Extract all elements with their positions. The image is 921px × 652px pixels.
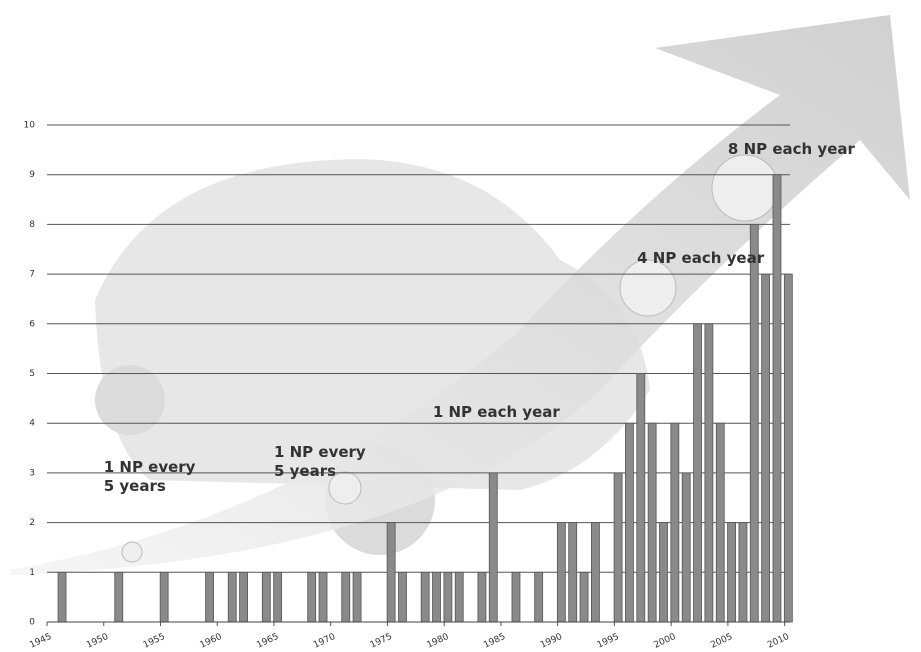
bar xyxy=(57,571,67,623)
bubble xyxy=(711,154,779,222)
bubble xyxy=(121,541,143,563)
bubble xyxy=(619,259,677,317)
bubble xyxy=(328,471,362,505)
x-tick-label: 1970 xyxy=(312,632,337,651)
bar xyxy=(693,323,702,623)
x-tick-label: 1965 xyxy=(255,632,280,651)
x-tick-label: 1985 xyxy=(482,632,507,651)
y-tick-label: 5 xyxy=(29,369,35,379)
y-tick-label: 7 xyxy=(29,270,35,280)
bar xyxy=(352,571,362,623)
y-tick-label: 2 xyxy=(29,518,35,528)
bar xyxy=(715,422,725,623)
x-tick-label: 1945 xyxy=(28,632,53,651)
bar xyxy=(386,522,396,623)
x-tick-label: 1980 xyxy=(426,632,451,651)
y-tick-label: 10 xyxy=(24,121,36,131)
bar xyxy=(511,571,521,623)
bar xyxy=(534,571,544,623)
bar xyxy=(239,571,248,623)
bar xyxy=(341,571,351,623)
bar xyxy=(681,472,691,623)
y-tick-label: 4 xyxy=(29,419,35,429)
bar xyxy=(659,522,668,623)
bar xyxy=(613,472,623,623)
bar xyxy=(749,223,759,623)
bar xyxy=(227,571,237,623)
bar xyxy=(454,571,464,623)
x-tick-label: 1950 xyxy=(85,632,110,651)
x-tick-label: 1990 xyxy=(539,632,564,651)
x-tick-label: 2000 xyxy=(653,632,678,651)
bar xyxy=(398,571,407,623)
x-tick-label: 1955 xyxy=(142,632,167,651)
bar xyxy=(307,571,317,623)
bar xyxy=(783,273,793,623)
bar xyxy=(670,422,680,623)
annotation: 1 NP each year xyxy=(432,403,560,422)
bar xyxy=(704,323,714,623)
y-tick-label: 8 xyxy=(29,220,35,230)
y-tick-label: 6 xyxy=(29,319,35,329)
x-tick-label: 2010 xyxy=(766,632,791,651)
x-tick-label: 2005 xyxy=(709,632,734,651)
bar xyxy=(488,472,498,623)
bar xyxy=(568,522,578,623)
x-tick-label: 1975 xyxy=(369,632,394,651)
annotation: 8 NP each year xyxy=(727,139,855,158)
growth-arrow xyxy=(10,15,910,575)
bar xyxy=(727,522,736,623)
bar xyxy=(625,422,634,623)
bar xyxy=(273,571,283,623)
annotation: 1 NP every 5 years xyxy=(103,457,196,495)
y-tick-label: 3 xyxy=(29,468,35,478)
bar xyxy=(318,571,328,623)
bar xyxy=(772,174,782,623)
bar xyxy=(443,571,453,623)
annotation: 1 NP every 5 years xyxy=(273,443,366,481)
bar xyxy=(556,522,566,623)
y-tick-label: 0 xyxy=(29,618,35,628)
bar xyxy=(477,571,487,623)
x-tick-label: 1960 xyxy=(199,632,224,651)
bar xyxy=(205,571,214,623)
bar xyxy=(761,273,771,623)
bar xyxy=(579,571,589,623)
annotation: 4 NP each year xyxy=(637,249,765,268)
y-tick-label: 9 xyxy=(29,170,35,180)
bar xyxy=(159,571,169,623)
bar xyxy=(261,571,271,623)
bar xyxy=(591,522,600,623)
bar xyxy=(738,522,748,623)
y-tick-label: 1 xyxy=(29,568,35,578)
bar xyxy=(647,422,657,623)
x-tick-label: 1995 xyxy=(596,632,621,651)
bar xyxy=(420,571,430,623)
bar xyxy=(114,571,124,623)
bar xyxy=(636,373,646,623)
bar xyxy=(432,571,441,623)
